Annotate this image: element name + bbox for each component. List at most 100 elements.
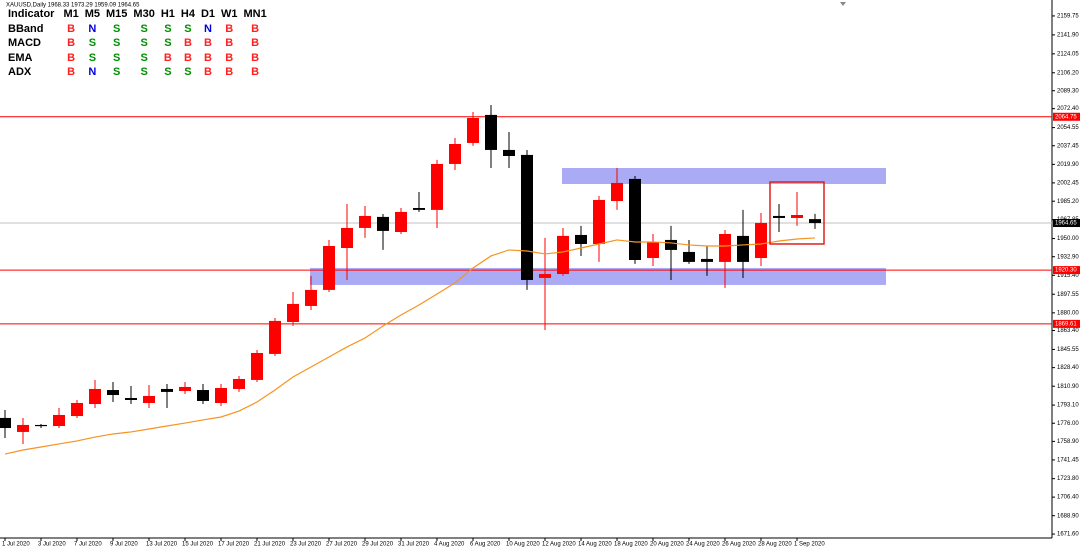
y-tick-label: 1793.10 bbox=[1057, 403, 1079, 409]
y-tick-label: 1688.90 bbox=[1057, 513, 1079, 519]
signal-cell: B bbox=[67, 66, 76, 78]
y-tick-label: 1915.40 bbox=[1057, 273, 1079, 279]
x-tick-label: 26 Aug 2020 bbox=[722, 542, 756, 548]
candle-body bbox=[251, 352, 263, 380]
y-tick-label: 2037.45 bbox=[1057, 143, 1079, 149]
signal-cell: B bbox=[67, 51, 76, 64]
header-cell: H1 bbox=[160, 8, 175, 20]
x-tick-label: 20 Aug 2020 bbox=[650, 542, 684, 548]
signal-cell: S bbox=[184, 66, 192, 78]
candle-body bbox=[71, 402, 83, 417]
header-cell: W1 bbox=[221, 8, 238, 20]
y-tick-label: 1950.00 bbox=[1057, 236, 1079, 242]
y-tick-label: 2072.40 bbox=[1057, 106, 1079, 112]
candle-body bbox=[755, 222, 767, 258]
candle-body bbox=[161, 388, 173, 392]
level-label-bg bbox=[1053, 319, 1080, 328]
indicator-name: EMA bbox=[8, 51, 33, 64]
signal-cell: B bbox=[251, 66, 260, 78]
x-tick-label: 6 Aug 2020 bbox=[470, 542, 501, 548]
candle-body bbox=[143, 395, 155, 403]
header-cell: M5 bbox=[84, 8, 101, 20]
signal-cell: B bbox=[183, 51, 192, 64]
signal-cell: B bbox=[204, 51, 212, 64]
x-tick-label: 9 Jul 2020 bbox=[110, 542, 138, 548]
signal-cell: S bbox=[88, 37, 97, 49]
x-tick-label: 21 Jul 2020 bbox=[254, 542, 286, 548]
candle-body bbox=[197, 390, 209, 401]
header-cell: D1 bbox=[200, 8, 216, 20]
candle-body bbox=[575, 234, 587, 244]
y-tick-label: 1880.00 bbox=[1057, 310, 1079, 316]
x-tick-label: 12 Aug 2020 bbox=[542, 542, 576, 548]
y-tick-label: 1863.40 bbox=[1057, 328, 1079, 334]
candle-body bbox=[773, 215, 785, 218]
level-label: 1869.61 bbox=[1055, 321, 1077, 327]
level-label: 1920.30 bbox=[1055, 268, 1077, 274]
signal-cell: B bbox=[204, 37, 212, 49]
candle-body bbox=[0, 417, 11, 429]
signal-cell: B bbox=[163, 51, 172, 64]
y-tick-label: 2089.30 bbox=[1057, 88, 1079, 94]
candle-body bbox=[431, 163, 443, 210]
chart-title: XAUUSD,Daily 1968.33 1973.29 1959.09 196… bbox=[6, 3, 140, 9]
signal-cell: B bbox=[225, 51, 234, 64]
candle-body bbox=[359, 215, 371, 228]
signal-cell: N bbox=[88, 66, 97, 78]
y-tick-label: 1758.90 bbox=[1057, 439, 1079, 445]
x-tick-label: 23 Jul 2020 bbox=[290, 542, 322, 548]
signal-cell: S bbox=[140, 66, 148, 78]
candle-body bbox=[215, 388, 227, 403]
candle-body bbox=[467, 117, 479, 143]
candle-body bbox=[35, 424, 47, 427]
indicator-row: BBand B N S S S S N B B bbox=[8, 22, 270, 37]
x-tick-label: 13 Jul 2020 bbox=[146, 542, 178, 548]
shift-marker bbox=[840, 2, 846, 6]
level-label-bg bbox=[1053, 112, 1080, 121]
candle-body bbox=[89, 388, 101, 405]
x-tick-label: 14 Aug 2020 bbox=[578, 542, 612, 548]
signal-cell: S bbox=[164, 66, 172, 78]
candle-body bbox=[521, 154, 533, 280]
signal-cell: S bbox=[164, 37, 172, 49]
candle-body bbox=[53, 414, 65, 427]
signal-cell: S bbox=[164, 22, 172, 35]
signal-cell: S bbox=[113, 51, 121, 64]
header-cell: Indicator bbox=[8, 8, 55, 20]
candle-body bbox=[305, 289, 317, 306]
x-tick-label: 18 Aug 2020 bbox=[614, 542, 648, 548]
signal-cell: N bbox=[204, 22, 212, 35]
candle-body bbox=[17, 424, 29, 432]
moving-average bbox=[4, 237, 816, 455]
y-tick-label: 2124.05 bbox=[1057, 51, 1079, 57]
indicator-row: ADX B N S S S S B B B bbox=[8, 65, 270, 80]
y-tick-label: 1741.45 bbox=[1057, 457, 1079, 463]
y-tick-label: 2054.55 bbox=[1057, 125, 1079, 131]
signal-cell: N bbox=[88, 22, 97, 35]
y-tick-label: 1828.40 bbox=[1057, 365, 1079, 371]
signal-cell: B bbox=[225, 37, 234, 49]
candle-body bbox=[701, 258, 713, 262]
header-cell: M1 bbox=[63, 8, 79, 20]
candle-body bbox=[683, 251, 695, 262]
candle-body bbox=[449, 143, 461, 164]
indicator-name: BBand bbox=[8, 22, 44, 35]
indicator-row: MACD B S S S S B B B B bbox=[8, 36, 270, 51]
indicator-name: ADX bbox=[8, 66, 32, 78]
y-tick-label: 2106.20 bbox=[1057, 70, 1079, 76]
y-tick-label: 2019.90 bbox=[1057, 162, 1079, 168]
candle-body bbox=[179, 386, 191, 391]
header-row: Indicator M1 M5 M15 M30 H1 H4 D1 W1 MN1 bbox=[8, 7, 270, 22]
candle-body bbox=[539, 274, 551, 278]
x-tick-label: 17 Jul 2020 bbox=[218, 542, 250, 548]
candle-body bbox=[593, 199, 605, 244]
x-tick-label: 1 Sep 2020 bbox=[794, 542, 825, 548]
y-tick-label: 1810.90 bbox=[1057, 384, 1079, 390]
candle-body bbox=[395, 211, 407, 232]
candle-body bbox=[341, 227, 353, 249]
signal-cell: B bbox=[67, 37, 76, 49]
x-tick-label: 15 Jul 2020 bbox=[182, 542, 214, 548]
y-tick-label: 1723.80 bbox=[1057, 476, 1079, 482]
y-tick-label: 1985.20 bbox=[1057, 199, 1079, 205]
x-tick-label: 29 Jul 2020 bbox=[362, 542, 394, 548]
